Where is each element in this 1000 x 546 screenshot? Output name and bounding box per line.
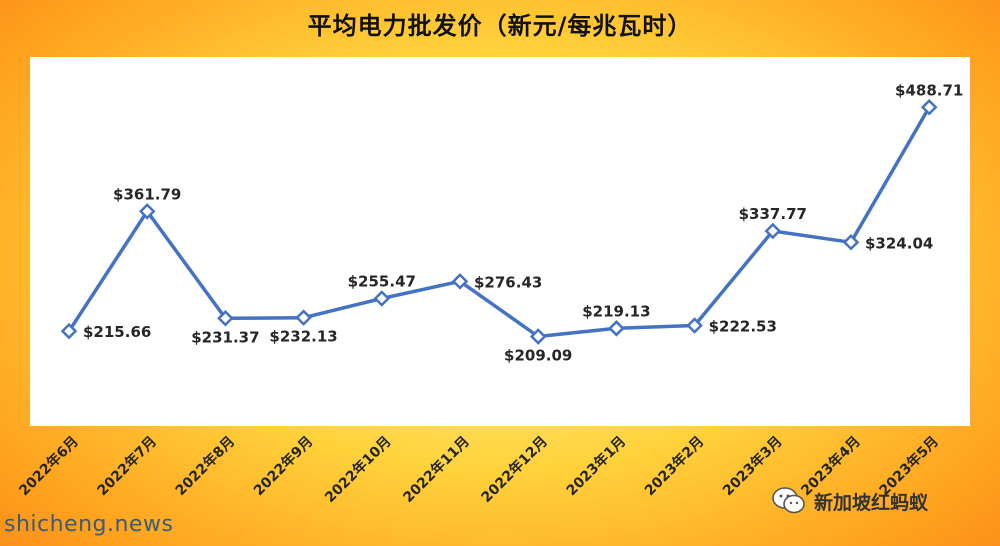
watermark-text: shicheng.news bbox=[4, 512, 174, 537]
data-point bbox=[842, 234, 860, 251]
data-point bbox=[451, 273, 469, 290]
data-point bbox=[138, 203, 156, 220]
data-point bbox=[217, 310, 234, 327]
data-label: $222.53 bbox=[709, 318, 777, 336]
data-label: $488.71 bbox=[895, 81, 963, 99]
data-point bbox=[686, 317, 703, 334]
data-label: $255.47 bbox=[348, 273, 416, 291]
data-point bbox=[920, 98, 938, 116]
data-point bbox=[764, 222, 782, 240]
chart-title: 平均电力批发价（新元/每兆瓦时） bbox=[307, 12, 693, 40]
x-tick-label: 2022年11月 bbox=[400, 433, 473, 506]
series-line bbox=[67, 106, 931, 339]
data-point bbox=[608, 320, 625, 337]
data-label: $219.13 bbox=[582, 302, 650, 320]
data-label: $361.79 bbox=[113, 185, 181, 203]
data-label: $276.43 bbox=[474, 273, 542, 291]
data-label: $215.66 bbox=[83, 323, 151, 341]
data-label: $324.04 bbox=[865, 234, 933, 252]
data-label: $337.77 bbox=[739, 205, 807, 223]
series-markers bbox=[60, 98, 938, 345]
wechat-label: 新加坡红蚂蚁 bbox=[814, 491, 929, 514]
x-tick-label: 2022年10月 bbox=[321, 433, 394, 506]
data-label: $232.13 bbox=[269, 328, 337, 346]
wechat-icon bbox=[772, 486, 806, 516]
data-label: $231.37 bbox=[191, 328, 259, 346]
data-point bbox=[373, 290, 391, 307]
data-labels: $215.66 $361.79 $231.37 $232.13 $255.47 $276.… bbox=[83, 81, 963, 364]
data-point bbox=[60, 322, 78, 340]
x-tick-label: 2022年6月 bbox=[16, 433, 82, 499]
x-tick-label: 2022年8月 bbox=[172, 433, 238, 499]
x-tick-label: 2023年1月 bbox=[563, 433, 629, 499]
data-label: $209.09 bbox=[504, 347, 572, 365]
x-tick-label: 2022年9月 bbox=[250, 433, 316, 499]
data-point bbox=[295, 309, 312, 326]
plot-area bbox=[30, 57, 970, 426]
data-point bbox=[529, 328, 547, 345]
wechat-badge: 新加坡红蚂蚁 bbox=[772, 486, 928, 516]
x-tick-label: 2022年12月 bbox=[478, 433, 551, 506]
x-tick-label: 2023年2月 bbox=[641, 433, 707, 499]
x-tick-label: 2022年7月 bbox=[94, 433, 160, 499]
